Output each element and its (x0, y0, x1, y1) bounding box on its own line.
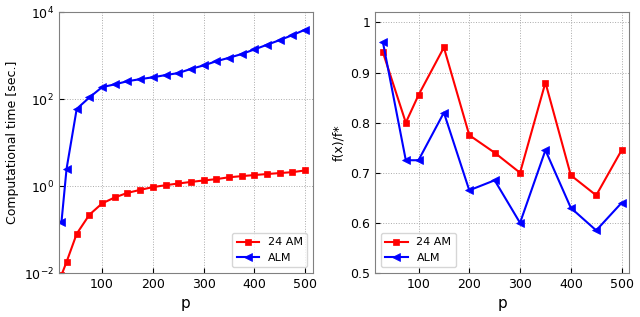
24 AM (200, 178, 207, 182)
Y-axis label: f(x)/f*: f(x)/f* (332, 124, 345, 161)
ALM (212, 59, 220, 63)
24 AM (225, 175, 233, 179)
X-axis label: p: p (181, 296, 191, 311)
ALM (618, 201, 625, 205)
ALM (379, 41, 387, 44)
ALM (86, 95, 93, 99)
24 AM (618, 148, 625, 152)
24 AM (58, 273, 65, 277)
24 AM (175, 182, 182, 185)
ALM (276, 38, 284, 42)
24 AM (162, 183, 170, 187)
ALM (99, 85, 106, 89)
Y-axis label: Computational time [sec.]: Computational time [sec.] (6, 61, 19, 224)
ALM (238, 52, 246, 56)
24 AM (187, 180, 195, 184)
ALM (111, 82, 118, 86)
24 AM (379, 50, 387, 54)
ALM (289, 33, 296, 37)
24 AM (124, 191, 131, 195)
ALM (149, 75, 157, 79)
ALM (593, 229, 600, 232)
24 AM (465, 133, 473, 137)
24 AM (491, 151, 499, 155)
24 AM (263, 172, 271, 176)
ALM (516, 221, 524, 225)
24 AM (73, 232, 81, 236)
24 AM (415, 93, 422, 97)
ALM (58, 220, 65, 224)
ALM (491, 178, 499, 182)
Legend: 24 AM, ALM: 24 AM, ALM (232, 233, 307, 268)
24 AM (541, 81, 549, 84)
24 AM (516, 171, 524, 175)
ALM (136, 77, 144, 81)
ALM (263, 43, 271, 47)
24 AM (440, 46, 448, 49)
24 AM (136, 188, 144, 192)
Line: ALM: ALM (58, 25, 309, 226)
24 AM (593, 193, 600, 197)
Line: 24 AM: 24 AM (58, 167, 308, 278)
24 AM (238, 174, 246, 178)
Legend: 24 AM, ALM: 24 AM, ALM (381, 233, 456, 268)
24 AM (149, 185, 157, 189)
24 AM (99, 202, 106, 205)
X-axis label: p: p (497, 296, 507, 311)
ALM (63, 167, 70, 171)
ALM (175, 71, 182, 75)
24 AM (86, 213, 93, 217)
ALM (541, 148, 549, 152)
ALM (162, 73, 170, 77)
24 AM (111, 196, 118, 199)
Line: 24 AM: 24 AM (380, 44, 625, 198)
24 AM (251, 173, 259, 177)
ALM (301, 28, 309, 32)
Line: ALM: ALM (379, 38, 626, 235)
ALM (402, 158, 410, 162)
ALM (225, 56, 233, 60)
ALM (251, 48, 259, 51)
24 AM (402, 121, 410, 125)
ALM (567, 206, 575, 210)
ALM (187, 67, 195, 71)
ALM (124, 79, 131, 83)
ALM (73, 107, 81, 111)
ALM (200, 63, 207, 67)
24 AM (276, 171, 284, 175)
ALM (440, 111, 448, 114)
24 AM (289, 170, 296, 174)
24 AM (212, 177, 220, 181)
24 AM (63, 260, 70, 264)
ALM (465, 188, 473, 192)
24 AM (567, 173, 575, 177)
24 AM (301, 169, 309, 172)
ALM (415, 158, 422, 162)
